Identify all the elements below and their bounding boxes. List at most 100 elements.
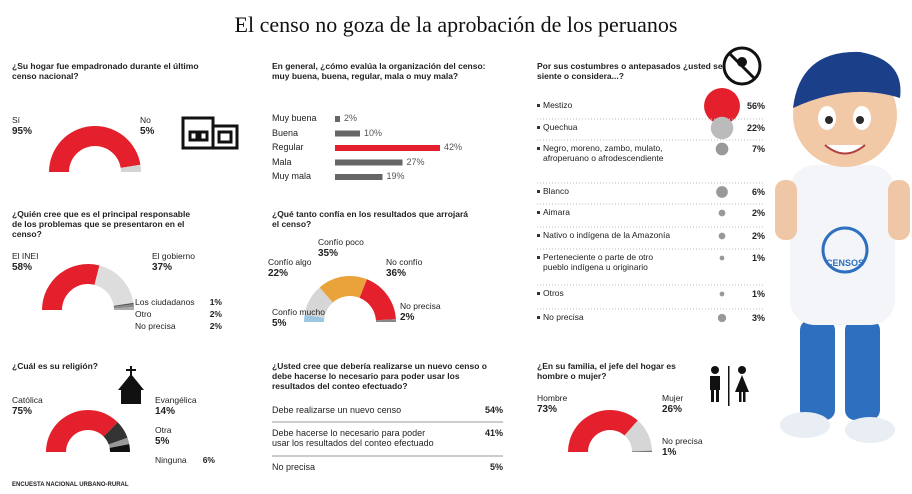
value-label: 1%: [662, 447, 677, 458]
category-label: Regular: [272, 142, 304, 152]
mascot: [775, 51, 910, 443]
value-label: 5%: [140, 126, 155, 137]
category-label: No: [140, 115, 151, 125]
question: ¿Su hogar fue empadronado durante el últ…: [12, 61, 199, 81]
gauge-segment: [109, 444, 130, 452]
church-icon: [118, 366, 144, 404]
category-label: Aimara: [543, 207, 570, 217]
gauge-segment: [120, 164, 141, 172]
gauge-segment: [94, 265, 134, 306]
title: El censo no goza de la aprobación de los…: [234, 12, 678, 37]
row-label: Debe hacerse lo necesario para poder usa…: [272, 428, 434, 449]
value-label: 58%: [12, 262, 33, 273]
question: En general, ¿cómo evalúa la organización…: [272, 61, 486, 81]
dot: [719, 291, 725, 297]
category-label: No precisa: [543, 312, 584, 322]
category-label: Católica: [12, 395, 43, 405]
category-label: Otra: [155, 425, 172, 435]
gauge-segment: [113, 307, 134, 310]
gauge-segment: [631, 450, 652, 452]
category-label: Evangélica: [155, 395, 197, 405]
value-label: 26%: [662, 404, 683, 415]
category-label: No confío: [386, 257, 423, 267]
gauge-segment: [304, 287, 333, 318]
bullet: [537, 316, 540, 319]
dot: [717, 313, 727, 323]
building-icon: [181, 116, 239, 150]
gauge-segment: [46, 410, 118, 452]
dot: [710, 116, 734, 140]
gauge-segment: [304, 314, 325, 322]
gauge-segment: [49, 125, 141, 172]
category-label: Muy buena: [272, 113, 317, 123]
value-label: 1%: [209, 297, 222, 307]
bar: [335, 159, 403, 166]
value-label: 2%: [209, 309, 222, 319]
category-label: Sí: [12, 115, 21, 125]
gauge-segment: [624, 420, 652, 452]
gauge-segment: [359, 279, 396, 321]
category-label: Mala: [272, 156, 292, 167]
category-label: El INEI: [12, 251, 39, 261]
value-label: 37%: [152, 262, 173, 273]
category-label: Ninguna: [155, 455, 187, 465]
value-label: 6%: [202, 455, 215, 465]
category-label: Blanco: [543, 186, 569, 196]
category-label: Buena: [272, 127, 299, 138]
value-label: 10%: [364, 127, 383, 138]
gauge-segment: [113, 302, 134, 307]
value-label: 75%: [12, 406, 33, 417]
gauge-segment: [319, 276, 367, 303]
category-label: Hombre: [537, 393, 568, 403]
bullet: [537, 126, 540, 129]
value-label: 6%: [751, 187, 765, 197]
value-label: 5%: [489, 462, 503, 472]
category-label: Mestizo: [543, 100, 573, 110]
bar: [335, 145, 440, 151]
gender-icon: [710, 366, 749, 406]
category-label: Otros: [543, 288, 564, 298]
category-label: Confío poco: [318, 237, 364, 247]
question: ¿Quién cree que es el principal responsa…: [12, 209, 191, 239]
gauge-segment: [108, 437, 130, 448]
mascot-text: CENSOS: [825, 258, 864, 268]
dot: [716, 186, 728, 198]
gauge-segment: [375, 319, 396, 322]
category-label: Mujer: [662, 393, 684, 403]
dot: [704, 88, 740, 124]
value-label: 7%: [751, 144, 765, 154]
category-label: Otro: [135, 309, 152, 319]
category-label: El gobierno: [152, 251, 196, 261]
gauge-segment: [568, 410, 638, 452]
gauge-segment: [103, 422, 128, 445]
value-label: 5%: [155, 436, 170, 447]
value-label: 56%: [746, 101, 765, 111]
question: ¿Qué tanto confía en los resultados que …: [272, 209, 469, 229]
logo-icon: [722, 46, 762, 86]
value-label: 35%: [318, 248, 339, 259]
question: ¿Usted cree que debería realizarse un nu…: [272, 361, 487, 391]
category-label: Muy mala: [272, 171, 312, 181]
bullet: [537, 147, 540, 150]
value-label: 2%: [209, 321, 222, 331]
bar: [335, 174, 383, 180]
bullet: [537, 292, 540, 295]
bullet: [537, 104, 540, 107]
value-label: 3%: [751, 313, 765, 323]
category-label: Perteneciente o parte de otro pueblo ind…: [543, 252, 654, 272]
bullet: [537, 211, 540, 214]
value-label: 2%: [400, 312, 415, 323]
bullet: [537, 256, 540, 259]
category-label: No precisa: [400, 301, 441, 311]
value-label: 73%: [537, 404, 558, 415]
category-label: Confío mucho: [272, 307, 325, 317]
value-label: 36%: [386, 268, 407, 279]
category-label: Los ciudadanos: [135, 297, 195, 307]
value-label: 42%: [444, 142, 463, 152]
value-label: 19%: [386, 171, 405, 181]
dot: [719, 255, 725, 261]
value-label: 27%: [406, 156, 425, 167]
gauge-segment: [113, 304, 134, 309]
